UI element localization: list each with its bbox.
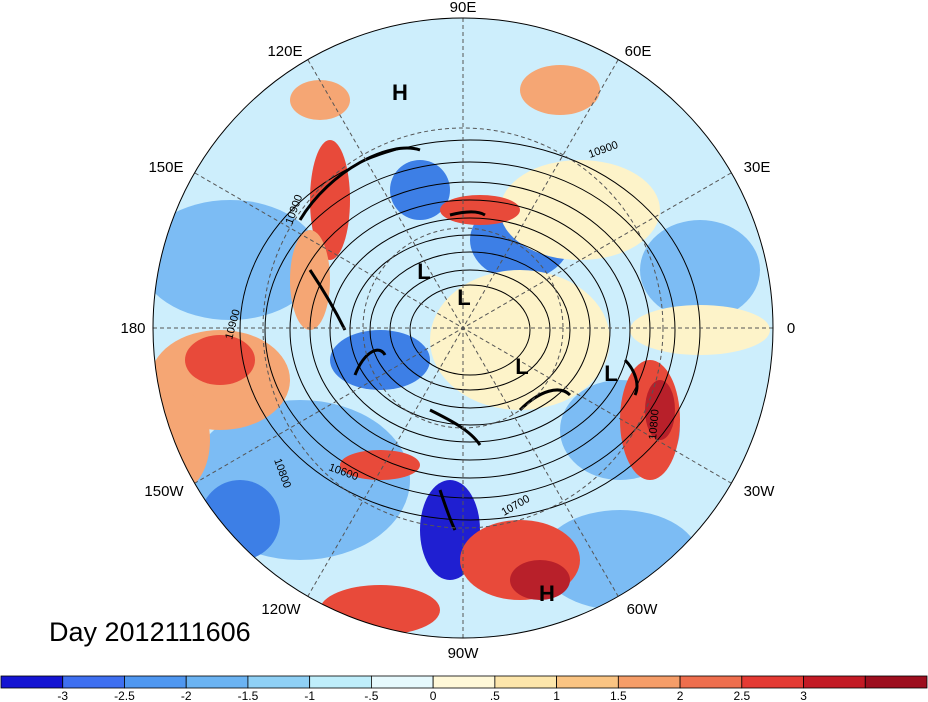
graticule <box>153 18 773 638</box>
lon-label-150e: 150E <box>148 159 183 176</box>
day-label: Day 2012111606 <box>49 617 251 647</box>
colorbar-box <box>185 675 249 689</box>
lon-label-90w: 90W <box>448 645 480 662</box>
colorbar-tick-label: 1 <box>553 689 560 702</box>
low-center-label: L <box>604 361 617 386</box>
high-center-label: H <box>392 80 408 105</box>
lon-label-90e: 90E <box>450 0 477 16</box>
colorbar-box <box>556 675 619 689</box>
colorbar-box <box>370 675 434 689</box>
lon-label-60e: 60E <box>625 43 652 60</box>
colorbar-tick-label: -3 <box>57 689 68 702</box>
colorbar-box <box>864 675 928 689</box>
colorbar: -3 -2.5 -2 -1.5 -1 -.5 0 .5 1 1.5 2 2.5 3 <box>0 675 928 702</box>
low-center-label: L <box>457 285 470 310</box>
colorbar-tick-label: 2 <box>677 689 684 702</box>
lon-label-30w: 30W <box>744 483 776 500</box>
colorbar-tick-label: -1 <box>304 689 315 702</box>
lon-label-150w: 150W <box>144 483 184 500</box>
colorbar-box <box>803 675 866 689</box>
colorbar-box <box>62 675 125 689</box>
colorbar-box <box>309 675 372 689</box>
colorbar-box <box>0 675 64 689</box>
high-center-label: H <box>539 581 555 606</box>
colorbar-tick-label: -1.5 <box>238 689 259 702</box>
lon-label-60w: 60W <box>627 601 659 618</box>
colorbar-tick-label: 2.5 <box>733 689 750 702</box>
lon-label-30e: 30E <box>744 159 771 176</box>
colorbar-tick-label: .5 <box>490 689 500 702</box>
colorbar-tick-label: 3 <box>800 689 807 702</box>
jet-streaks <box>298 146 639 531</box>
low-center-label: L <box>417 259 430 284</box>
lon-label-120w: 120W <box>261 601 301 618</box>
colorbar-box <box>247 675 311 689</box>
colorbar-box <box>494 675 558 689</box>
colorbar-box <box>124 675 187 689</box>
colorbar-tick-label: -2 <box>181 689 192 702</box>
colorbar-box <box>741 675 804 689</box>
colorbar-tick-label: 1.5 <box>610 689 627 702</box>
low-center-label: L <box>515 354 528 379</box>
lon-label-0: 0 <box>787 320 795 337</box>
lon-label-120e: 120E <box>267 43 302 60</box>
contour-label: 10800 <box>647 409 662 441</box>
colorbar-box <box>432 675 496 689</box>
colorbar-tick-label: -2.5 <box>114 689 135 702</box>
colorbar-ticks: -3 -2.5 -2 -1.5 -1 -.5 0 .5 1 1.5 2 2.5 3 <box>57 689 807 702</box>
map-boundary <box>152 17 774 639</box>
colorbar-tick-label: 0 <box>430 689 437 702</box>
colorbar-tick-label: -.5 <box>364 689 378 702</box>
colorbar-boxes <box>0 675 928 689</box>
lon-label-180: 180 <box>120 320 145 337</box>
colorbar-box <box>679 675 743 689</box>
height-contours <box>239 139 701 521</box>
anomaly-field <box>153 18 773 638</box>
colorbar-box <box>617 675 681 689</box>
